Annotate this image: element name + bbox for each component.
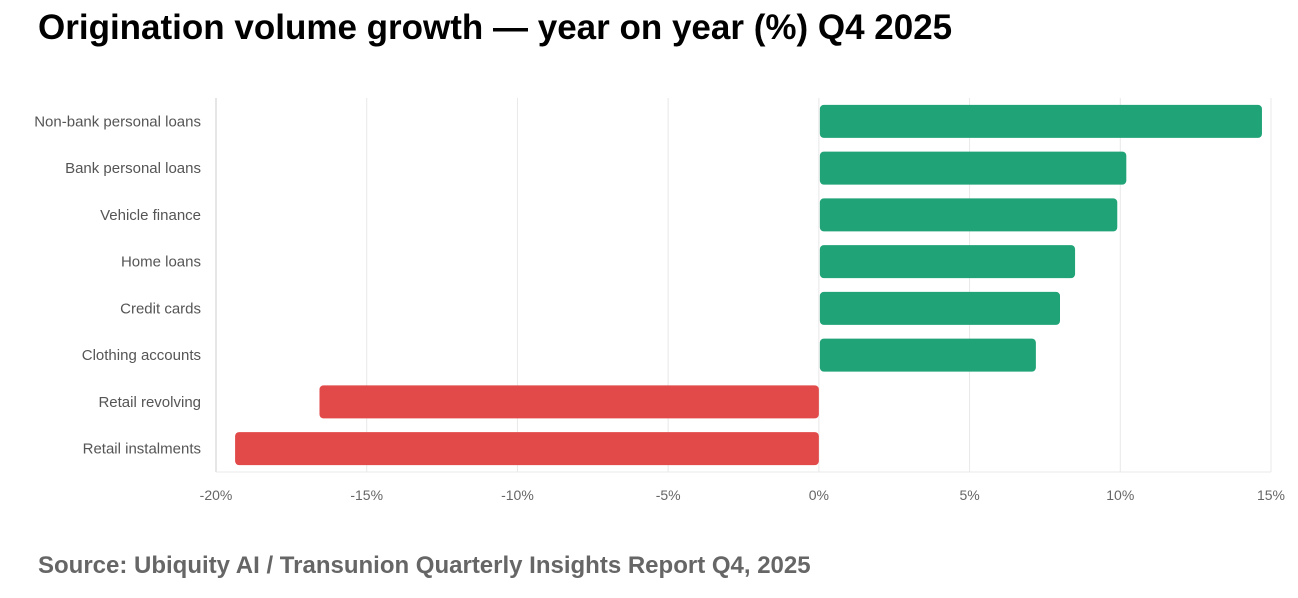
category-label: Retail instalments [83, 441, 201, 458]
bar-non-bank-personal-loans [819, 104, 1262, 138]
x-tick-label: -10% [501, 487, 534, 503]
category-label: Vehicle finance [100, 207, 201, 224]
bar-vehicle-finance [819, 198, 1118, 232]
category-label: Credit cards [120, 300, 201, 317]
bar-credit-cards [819, 291, 1060, 325]
x-tick-label: 0% [809, 487, 829, 503]
bar-clothing-accounts [819, 338, 1036, 372]
bar-chart: Non-bank personal loans Bank personal loa… [34, 98, 1285, 503]
bar-bank-personal-loans [819, 151, 1127, 185]
x-tick-label: -5% [656, 487, 681, 503]
category-label: Retail revolving [98, 394, 201, 411]
bar-retail-revolving [319, 385, 819, 419]
bar-home-loans [819, 245, 1076, 279]
bar-retail-instalments [235, 432, 819, 466]
grid-lines [215, 98, 1272, 473]
chart-title: Origination volume growth — year on year… [38, 8, 953, 47]
x-tick-label: 15% [1257, 487, 1285, 503]
x-tick-label: -20% [200, 487, 233, 503]
category-label: Non-bank personal loans [34, 113, 201, 130]
x-tick-label: 5% [959, 487, 979, 503]
category-labels: Non-bank personal loans Bank personal loa… [34, 113, 201, 457]
category-label: Clothing accounts [82, 347, 201, 364]
category-label: Home loans [121, 254, 201, 271]
bars [235, 104, 1262, 466]
x-axis-ticks: -20% -15% -10% -5% 0% 5% 10% 15% [200, 487, 1285, 503]
source-note: Source: Ubiquity AI / Transunion Quarter… [38, 552, 811, 579]
x-tick-label: 10% [1106, 487, 1134, 503]
category-label: Bank personal loans [65, 160, 201, 177]
x-tick-label: -15% [350, 487, 383, 503]
